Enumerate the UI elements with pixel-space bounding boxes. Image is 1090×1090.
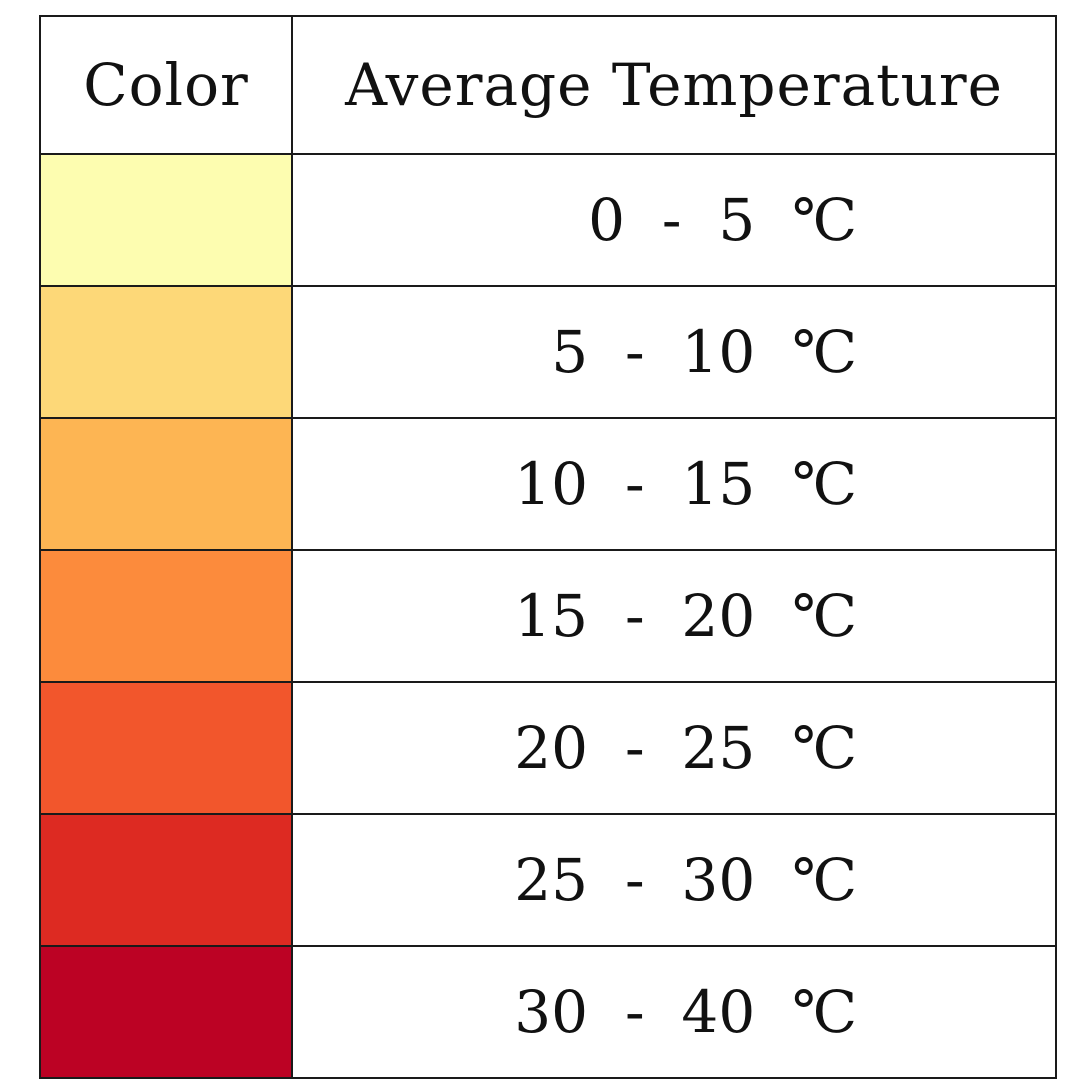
color-swatch (39, 945, 293, 1079)
color-swatch (39, 549, 293, 683)
header-row: Color Average Temperature (39, 15, 1057, 155)
table-row: 30 - 40 ℃ (39, 945, 1057, 1079)
color-swatch (39, 681, 293, 815)
color-swatch (39, 417, 293, 551)
table-row: 20 - 25 ℃ (39, 681, 1057, 815)
color-swatch (39, 153, 293, 287)
legend-body: 0 - 5 ℃ 5 - 10 ℃ 10 - 15 ℃ 15 - 20 ℃ 20 - 25… (39, 153, 1057, 1079)
temperature-range: 25 - 30 ℃ (291, 813, 1057, 947)
temperature-legend-table: Color Average Temperature 0 - 5 ℃ 5 - 10 … (39, 15, 1057, 1079)
table-row: 0 - 5 ℃ (39, 153, 1057, 287)
table-row: 10 - 15 ℃ (39, 417, 1057, 551)
temperature-range: 15 - 20 ℃ (291, 549, 1057, 683)
temperature-range: 10 - 15 ℃ (291, 417, 1057, 551)
header-average-temperature: Average Temperature (291, 15, 1057, 155)
table-row: 5 - 10 ℃ (39, 285, 1057, 419)
color-swatch (39, 285, 293, 419)
temperature-range: 20 - 25 ℃ (291, 681, 1057, 815)
table-row: 15 - 20 ℃ (39, 549, 1057, 683)
header-color: Color (39, 15, 293, 155)
temperature-range: 0 - 5 ℃ (291, 153, 1057, 287)
color-swatch (39, 813, 293, 947)
temperature-range: 5 - 10 ℃ (291, 285, 1057, 419)
temperature-range: 30 - 40 ℃ (291, 945, 1057, 1079)
table-row: 25 - 30 ℃ (39, 813, 1057, 947)
